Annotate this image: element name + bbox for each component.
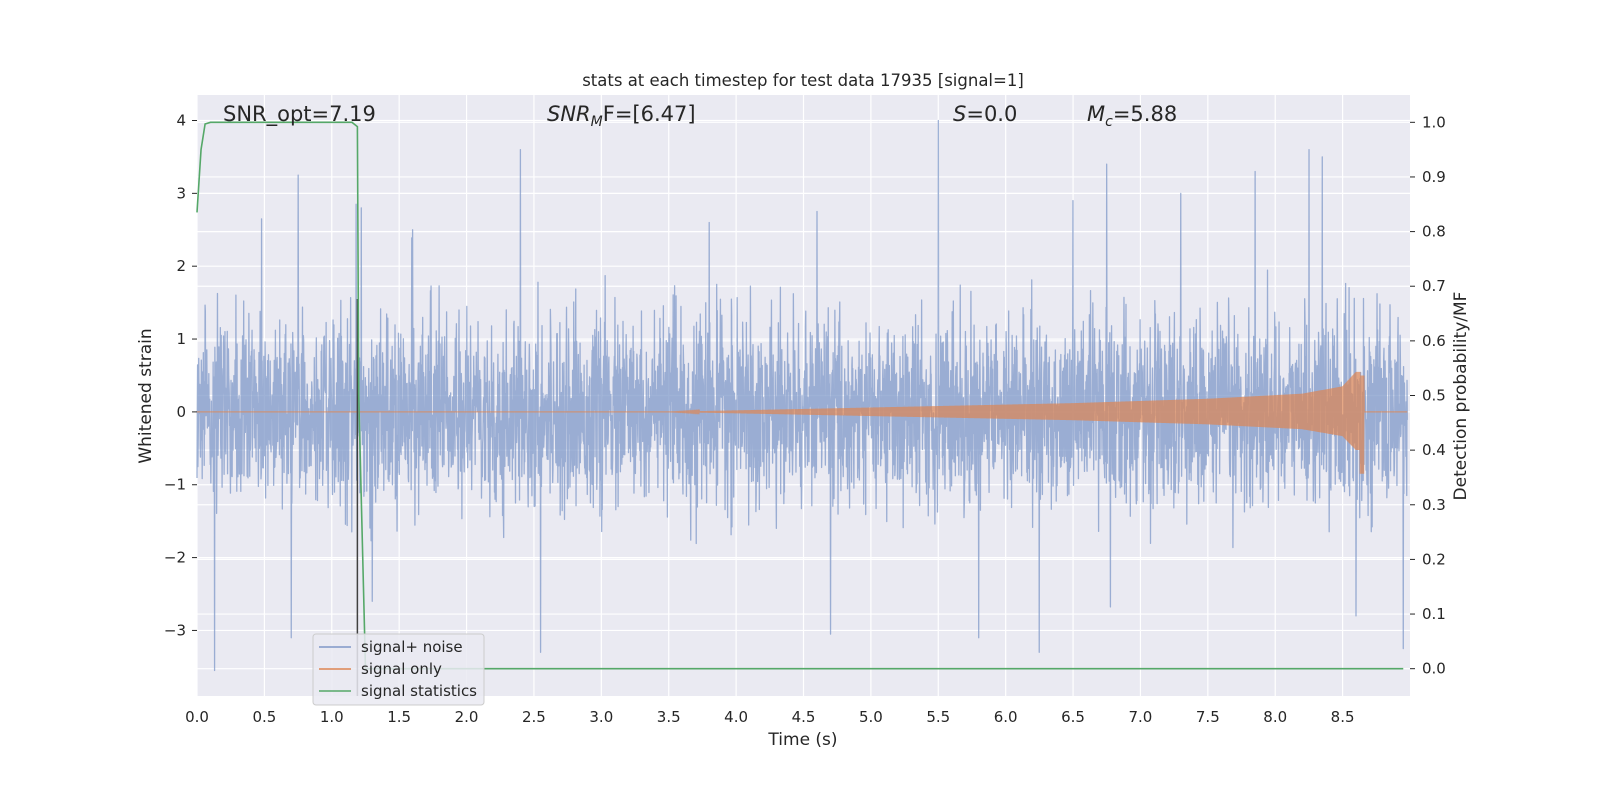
y-left-tick-label-0: 4 [176, 111, 186, 129]
legend-label-signal-only: signal only [361, 660, 442, 678]
x-tick-label-14: 7.0 [1129, 708, 1153, 726]
x-tick-label-15: 7.5 [1196, 708, 1220, 726]
y-left-tick-label-2: 2 [176, 257, 186, 275]
y-right-tick-label-6: 0.4 [1422, 441, 1446, 459]
y-right-tick-label-2: 0.8 [1422, 223, 1446, 241]
x-tick-label-13: 6.5 [1061, 708, 1085, 726]
x-tick-label-17: 8.5 [1331, 708, 1355, 726]
chart-title: stats at each timestep for test data 179… [582, 71, 1024, 90]
x-tick-label-6: 3.0 [589, 708, 613, 726]
y-left-tick-label-5: −1 [164, 476, 186, 494]
x-tick-label-11: 5.5 [926, 708, 950, 726]
y-left-tick-label-1: 3 [176, 184, 186, 202]
y-axis-label-right: Detection probability/MF [1451, 292, 1471, 501]
legend-label-signal-statistics: signal statistics [361, 682, 477, 700]
y-axis-label-left: Whitened strain [136, 328, 156, 463]
legend-label-signal-noise: signal+ noise [361, 638, 463, 656]
y-right-tick-label-9: 0.1 [1422, 605, 1446, 623]
x-tick-label-7: 3.5 [657, 708, 681, 726]
y-left-tick-label-6: −2 [164, 549, 186, 567]
legend-box [312, 633, 485, 706]
y-right-tick-label-8: 0.2 [1422, 550, 1446, 568]
y-right-tick-label-0: 1.0 [1422, 113, 1446, 131]
annotation-snr-mf: SNRMF=[6.47] [547, 102, 696, 130]
y-left-tick-label-3: 1 [176, 330, 186, 348]
legend: signal+ noise signal only signal statist… [312, 633, 485, 706]
annotation-s: S=0.0 [953, 102, 1017, 126]
x-tick-label-9: 4.5 [792, 708, 816, 726]
x-tick-label-8: 4.0 [724, 708, 748, 726]
x-axis-label: Time (s) [767, 730, 837, 750]
y-right-tick-label-7: 0.3 [1422, 496, 1446, 514]
data-layer [196, 119, 1408, 696]
y-right-tick-label-1: 0.9 [1422, 168, 1446, 186]
annotation-snr-opt: SNR_opt=7.19 [223, 102, 376, 127]
x-tick-label-4: 2.0 [455, 708, 479, 726]
y-right-tick-label-10: 0.0 [1422, 660, 1446, 678]
series-signal-noise [196, 119, 1408, 672]
x-tick-label-2: 1.0 [320, 708, 344, 726]
x-tick-label-16: 8.0 [1263, 708, 1287, 726]
annotation-mc: Mc=5.88 [1087, 102, 1177, 130]
x-tick-label-0: 0.0 [185, 708, 209, 726]
x-tick-label-1: 0.5 [252, 708, 276, 726]
x-tick-label-12: 6.0 [994, 708, 1018, 726]
y-right-tick-label-3: 0.7 [1422, 277, 1446, 295]
series-signal-statistics [196, 121, 1404, 670]
series-signal-only [197, 371, 1408, 474]
y-right-tick-label-5: 0.5 [1422, 387, 1446, 405]
x-tick-label-5: 2.5 [522, 708, 546, 726]
x-tick-label-10: 5.0 [859, 708, 883, 726]
y-left-tick-label-7: −3 [164, 621, 186, 639]
x-tick-label-3: 1.5 [387, 708, 411, 726]
y-left-tick-label-4: 0 [176, 403, 186, 421]
y-right-tick-label-4: 0.6 [1422, 332, 1446, 350]
ticks: 0.0 0.5 1.0 1.5 2.0 2.5 3.0 3.5 4.0 4.5 5.0 5.5 6.0 6… [164, 111, 1446, 726]
